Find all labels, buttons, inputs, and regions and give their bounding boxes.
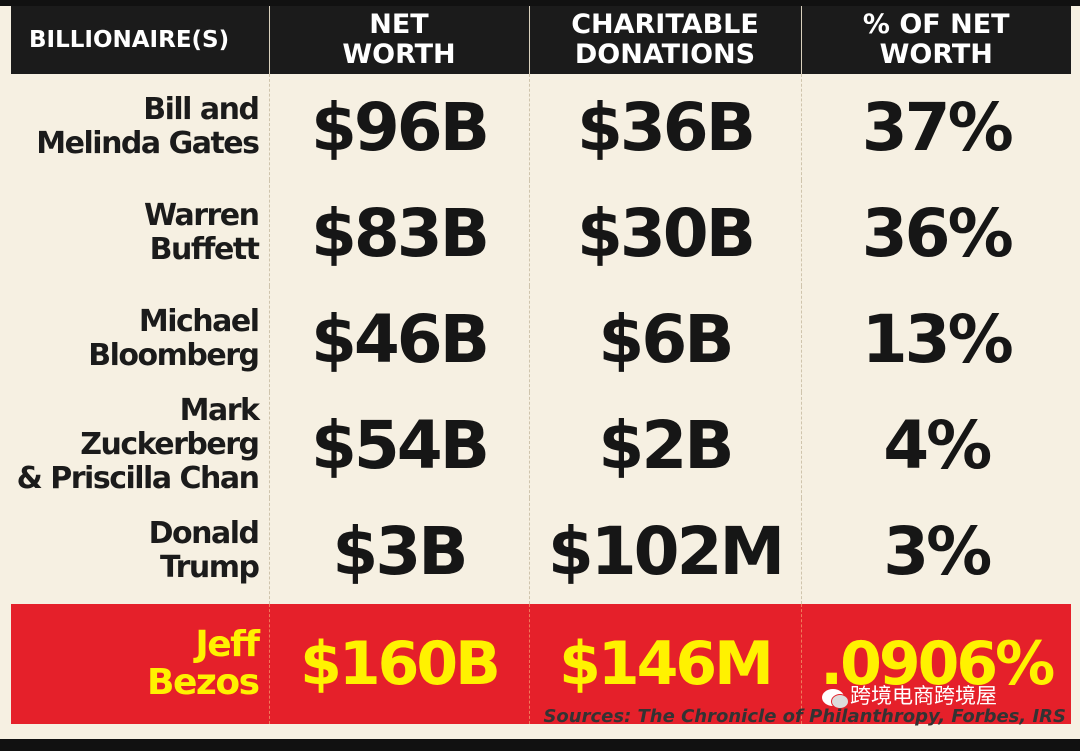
top-border — [0, 0, 1080, 6]
percent-value: 13% — [861, 300, 1014, 378]
watermark-text: 跨境电商跨境屋 — [850, 684, 997, 708]
donations-value: $102M — [529, 498, 802, 604]
donations-table: BILLIONAIRE(S) NET WORTH CHARITABLE DONA… — [11, 6, 1071, 724]
column-header-percent: % OF NET WORTH — [801, 6, 1071, 74]
billionaire-name: Bill and Melinda Gates — [11, 74, 270, 180]
column-header-billionaire: BILLIONAIRE(S) — [11, 6, 270, 74]
billionaire-name: Warren Buffett — [11, 180, 270, 286]
column-header-donations: CHARITABLE DONATIONS — [529, 6, 802, 74]
percent-value: 3% — [883, 512, 992, 590]
net-worth-value: $3B — [269, 498, 530, 604]
net-worth-value: $160B — [269, 604, 530, 724]
table-row: Michael Bloomberg $46B $6B 13% — [11, 286, 1071, 392]
percent-value: 37% — [861, 88, 1014, 166]
net-worth-value: $96B — [269, 74, 530, 180]
table-row: Donald Trump $3B $102M 3% — [11, 498, 1071, 604]
net-worth-value: $54B — [269, 392, 530, 498]
table-row: Warren Buffett $83B $30B 36% — [11, 180, 1071, 286]
watermark: 跨境电商跨境屋 — [822, 680, 997, 710]
column-header-net-worth: NET WORTH — [269, 6, 530, 74]
sources-note: Sources: The Chronicle of Philanthropy, … — [543, 706, 1066, 727]
donations-value: $36B — [529, 74, 802, 180]
donations-value: $30B — [529, 180, 802, 286]
donations-value: $2B — [529, 392, 802, 498]
net-worth-value: $83B — [269, 180, 530, 286]
chat-bubble-icon — [822, 688, 849, 709]
table-row: Mark Zuckerberg & Priscilla Chan $54B $2… — [11, 392, 1071, 498]
donations-value: $146M — [529, 604, 802, 724]
bottom-border — [0, 739, 1080, 751]
table-row: Bill and Melinda Gates $96B $36B 37% — [11, 74, 1071, 180]
billionaire-name: Michael Bloomberg — [11, 286, 270, 392]
donations-value: $6B — [529, 286, 802, 392]
percent-value: 36% — [861, 194, 1014, 272]
billionaire-name: Donald Trump — [11, 498, 270, 604]
percent-value: 4% — [883, 406, 992, 484]
billionaire-name: Jeff Bezos — [11, 604, 270, 724]
highlight-row: Jeff Bezos $160B $146M .0906% — [11, 604, 1071, 724]
billionaire-name: Mark Zuckerberg & Priscilla Chan — [11, 392, 270, 498]
header-row: BILLIONAIRE(S) NET WORTH CHARITABLE DONA… — [11, 6, 1071, 74]
net-worth-value: $46B — [269, 286, 530, 392]
